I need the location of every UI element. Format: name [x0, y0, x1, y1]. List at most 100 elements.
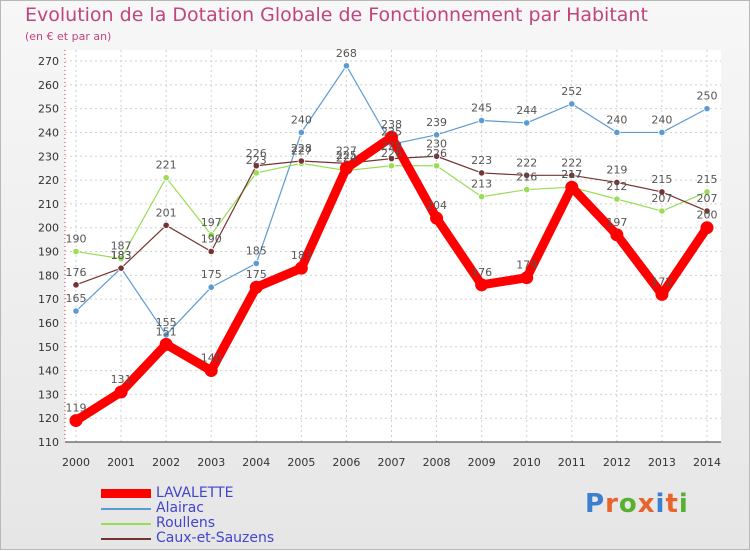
chart-subtitle: (en € et par an): [25, 30, 112, 43]
data-point-0: [565, 180, 579, 194]
x-tick-label: 2000: [62, 456, 90, 469]
x-tick-label: 2002: [152, 456, 180, 469]
data-point-3: [613, 178, 621, 187]
data-label-1: 239: [426, 116, 447, 129]
data-label-2: 207: [651, 192, 672, 205]
data-point-3: [207, 247, 215, 256]
data-point-0: [430, 211, 444, 225]
data-label-1: 185: [246, 244, 267, 257]
y-tick-label: 140: [38, 365, 59, 378]
data-label-3: 229: [381, 140, 402, 153]
data-label-3: 228: [291, 142, 312, 155]
data-point-1: [568, 100, 576, 108]
data-point-1: [432, 131, 441, 139]
data-point-0: [655, 287, 669, 301]
data-label-1: 252: [561, 85, 582, 98]
data-label-3: 215: [651, 173, 672, 186]
data-label-3: 176: [66, 266, 87, 279]
x-tick-label: 2005: [287, 456, 315, 469]
y-tick-label: 110: [38, 436, 59, 449]
legend-swatch: [101, 508, 151, 510]
data-label-0: 225: [336, 149, 357, 162]
data-point-0: [339, 161, 353, 175]
logo-letter: i: [655, 489, 666, 519]
data-point-3: [252, 162, 260, 170]
data-label-1: 175: [201, 268, 222, 281]
data-label-2: 190: [66, 233, 87, 246]
y-tick-label: 200: [38, 222, 59, 235]
data-point-0: [385, 130, 398, 144]
logo-letter: t: [665, 489, 679, 519]
data-point-3: [478, 169, 486, 177]
data-point-0: [159, 337, 173, 351]
data-point-3: [568, 171, 576, 179]
legend-label: Caux-et-Sauzens: [156, 530, 275, 546]
data-label-0: 140: [201, 352, 222, 365]
data-label-3: 190: [201, 233, 222, 246]
y-tick-label: 120: [38, 412, 59, 425]
legend-swatch: [101, 489, 151, 498]
x-tick-label: 2011: [558, 456, 586, 469]
x-tick-label: 2010: [513, 456, 541, 469]
data-point-2: [207, 231, 215, 239]
data-point-1: [342, 62, 351, 70]
data-label-2: 187: [111, 240, 132, 253]
data-label-3: 222: [561, 156, 582, 169]
data-label-2: 221: [156, 159, 177, 172]
data-label-0: 131: [111, 373, 132, 386]
logo-letter: x: [637, 489, 656, 519]
x-tick-label: 2009: [468, 456, 496, 469]
data-label-1: 155: [156, 316, 177, 329]
data-point-0: [249, 280, 263, 294]
data-label-3: 226: [246, 147, 267, 160]
data-label-1: 244: [516, 104, 537, 117]
data-label-1: 240: [291, 113, 312, 126]
data-point-3: [297, 157, 305, 165]
data-label-1: 240: [606, 113, 627, 126]
y-tick-label: 160: [38, 317, 59, 330]
y-tick-label: 220: [38, 174, 59, 187]
data-label-3: 183: [111, 249, 132, 262]
data-label-0: 179: [516, 259, 537, 272]
y-tick-label: 170: [38, 293, 59, 306]
data-point-3: [523, 171, 531, 179]
logo-letter: i: [678, 489, 689, 519]
legend-item: Caux-et-Sauzens: [101, 530, 341, 546]
data-label-0: 119: [66, 402, 87, 415]
data-label-1: 165: [66, 292, 87, 305]
data-label-3: 227: [336, 144, 357, 157]
data-label-3: 207: [697, 192, 718, 205]
data-point-0: [294, 261, 308, 275]
data-point-1: [478, 116, 486, 125]
data-label-2: 224: [336, 152, 357, 165]
data-point-1: [72, 307, 80, 315]
y-tick-label: 230: [38, 150, 59, 163]
x-tick-label: 2013: [648, 456, 676, 469]
data-point-0: [69, 414, 83, 428]
legend-label: Alairac: [156, 500, 204, 516]
legend-item: Alairac: [101, 500, 341, 516]
data-label-2: 217: [561, 168, 582, 181]
legend-item: Roullens: [101, 515, 341, 531]
y-tick-label: 260: [38, 79, 59, 92]
data-label-3: 219: [606, 163, 627, 176]
data-label-2: 223: [246, 154, 267, 167]
data-point-3: [162, 221, 170, 229]
data-label-0: 217: [561, 168, 582, 181]
data-point-3: [72, 281, 80, 289]
data-point-3: [117, 264, 125, 272]
data-point-0: [475, 278, 489, 292]
x-tick-label: 2008: [423, 456, 451, 469]
data-label-3: 222: [516, 156, 537, 169]
data-point-1: [658, 128, 666, 137]
data-point-2: [703, 188, 711, 196]
data-label-2: 227: [291, 144, 312, 157]
legend-item: LAVALETTE: [101, 485, 341, 501]
data-point-1: [613, 128, 621, 137]
x-tick-label: 2001: [107, 456, 135, 469]
data-label-2: 213: [471, 178, 492, 191]
y-tick-label: 180: [38, 269, 59, 282]
x-tick-label: 2004: [242, 456, 270, 469]
chart-title: Evolution de la Dotation Globale de Fonc…: [25, 4, 648, 26]
